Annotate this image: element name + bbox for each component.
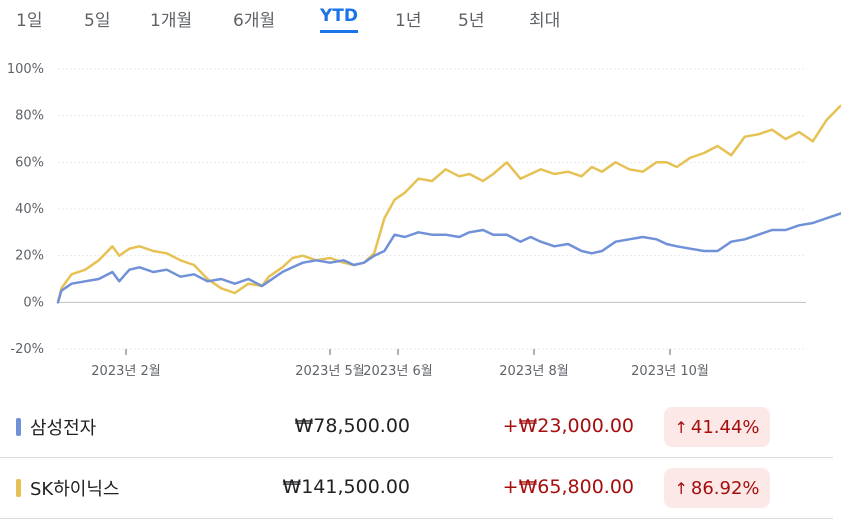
chart-grid bbox=[58, 68, 806, 350]
legend-row-samsung[interactable]: 삼성전자 ₩78,500.00 +₩23,000.00 ↑ 41.44% bbox=[0, 398, 841, 458]
tab-1y[interactable]: 1년 bbox=[395, 11, 422, 31]
tab-ytd[interactable]: YTD bbox=[320, 6, 359, 33]
arrow-up-icon: ↑ bbox=[674, 478, 688, 498]
tab-max[interactable]: 최대 bbox=[529, 11, 561, 31]
x-tick-label: 2023년 10월 bbox=[631, 364, 709, 379]
tab-5d[interactable]: 5일 bbox=[84, 11, 111, 31]
y-tick-label: 60% bbox=[15, 155, 44, 170]
divider bbox=[0, 457, 833, 458]
y-tick-label: 20% bbox=[15, 249, 44, 264]
divider bbox=[0, 518, 833, 519]
y-tick-label: 80% bbox=[15, 109, 44, 124]
tab-6m[interactable]: 6개월 bbox=[233, 11, 276, 31]
stock-price: ₩141,500.00 bbox=[282, 476, 410, 498]
x-tick-label: 2023년 2월 bbox=[91, 364, 160, 379]
percent-change-badge: ↑ 86.92% bbox=[664, 468, 770, 508]
x-tick-label: 2023년 8월 bbox=[499, 364, 568, 379]
tab-5y[interactable]: 5년 bbox=[458, 11, 485, 31]
series-color-swatch bbox=[16, 418, 21, 436]
stock-name: 삼성전자 bbox=[30, 418, 97, 439]
percent-change: 86.92% bbox=[690, 477, 760, 499]
stock-name: SK하이닉스 bbox=[30, 479, 120, 500]
series-line-skhynix bbox=[56, 104, 841, 304]
y-tick-label: 40% bbox=[15, 202, 44, 217]
chart-series bbox=[56, 104, 841, 304]
x-tick-label: 2023년 6월 bbox=[363, 364, 432, 379]
price-change: +₩65,800.00 bbox=[502, 476, 634, 498]
stock-price: ₩78,500.00 bbox=[294, 415, 410, 437]
y-tick-label: 100% bbox=[7, 62, 44, 77]
series-color-swatch bbox=[16, 479, 21, 497]
x-tick-label: 2023년 5월 bbox=[295, 364, 364, 379]
comparison-line-chart: 100%80%60%40%20%0%-20% 2023년 2월 2023년 5월2… bbox=[7, 62, 841, 379]
time-range-tabs: 1일 5일 1개월 6개월 YTD 1년 5년 최대 bbox=[0, 0, 841, 40]
legend-row-skhynix[interactable]: SK하이닉스 ₩141,500.00 +₩65,800.00 ↑ 86.92% bbox=[0, 459, 841, 519]
tab-1m[interactable]: 1개월 bbox=[150, 11, 193, 31]
price-change: +₩23,000.00 bbox=[502, 415, 634, 437]
y-tick-label: 0% bbox=[23, 295, 44, 310]
percent-change-badge: ↑ 41.44% bbox=[664, 407, 770, 447]
y-axis-ticks: 100% 80% 60% 40% 20% 0% -20% bbox=[7, 62, 44, 357]
percent-change: 41.44% bbox=[690, 416, 760, 438]
series-line-samsung bbox=[56, 211, 841, 304]
tab-1d[interactable]: 1일 bbox=[16, 11, 43, 31]
y-tick-label: -20% bbox=[10, 342, 44, 357]
arrow-up-icon: ↑ bbox=[674, 417, 688, 437]
